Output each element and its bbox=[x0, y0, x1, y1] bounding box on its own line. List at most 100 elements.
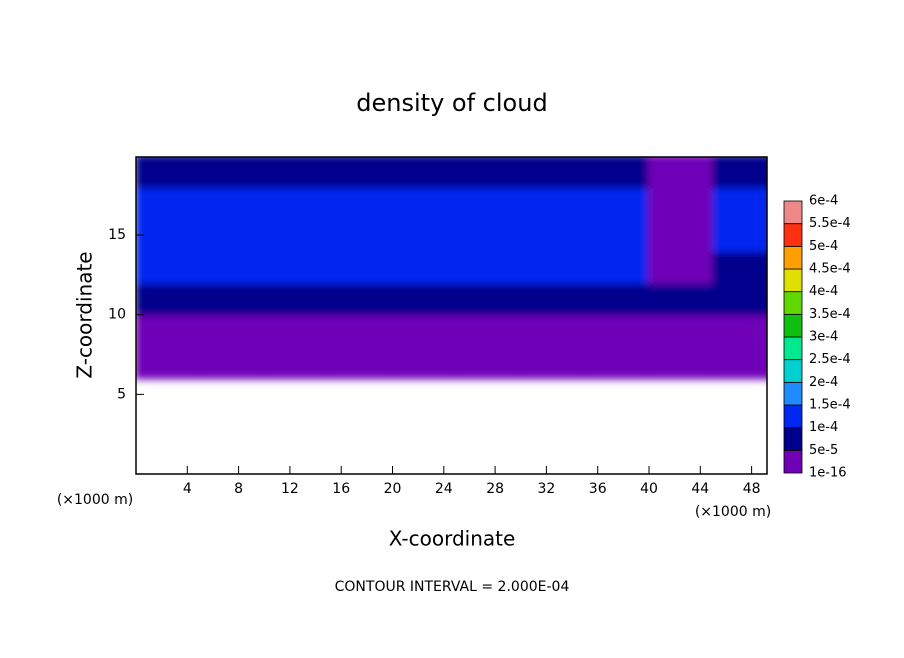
x-unit: (×1000 m) bbox=[695, 504, 771, 520]
x-tick-label: 16 bbox=[332, 481, 350, 497]
chart-title: density of cloud bbox=[356, 89, 547, 117]
field-cell bbox=[327, 186, 394, 221]
field-cell bbox=[583, 249, 651, 284]
field-cell bbox=[327, 281, 394, 316]
y-axis-label: Z-coordinate bbox=[73, 251, 97, 378]
field-cell bbox=[712, 313, 767, 348]
field-cell bbox=[199, 313, 266, 348]
field-cell bbox=[712, 249, 767, 284]
field-cell bbox=[712, 186, 767, 221]
x-tick-label: 8 bbox=[234, 481, 243, 497]
field-cell bbox=[583, 218, 651, 252]
colorbar-label: 1e-4 bbox=[809, 420, 838, 435]
y-tick-label: 5 bbox=[117, 386, 126, 402]
field-cell bbox=[455, 218, 522, 252]
colorbar-box bbox=[783, 245, 803, 270]
x-tick-label: 44 bbox=[691, 481, 709, 497]
field-cell bbox=[519, 313, 586, 348]
field-cell bbox=[136, 249, 202, 284]
colorbar-label: 5e-5 bbox=[809, 443, 838, 458]
x-tick-label: 20 bbox=[384, 481, 402, 497]
y-tick-label: 10 bbox=[108, 307, 126, 323]
x-axis-label: X-coordinate bbox=[389, 527, 516, 551]
colorbar-label: 1e-16 bbox=[809, 466, 847, 481]
colorbar-label: 4.5e-4 bbox=[809, 262, 851, 277]
colorbar-label: 2e-4 bbox=[809, 375, 838, 390]
field-cell bbox=[391, 249, 458, 284]
x-tick-label: 32 bbox=[537, 481, 555, 497]
colorbar-box bbox=[783, 404, 803, 429]
field-cell bbox=[648, 249, 715, 284]
field-cell bbox=[391, 345, 458, 380]
field-cell bbox=[519, 186, 586, 221]
field-cell bbox=[327, 345, 394, 380]
field-cell bbox=[327, 218, 394, 252]
x-tick-label: 36 bbox=[589, 481, 607, 497]
field-cell bbox=[391, 313, 458, 348]
field-cell bbox=[263, 249, 330, 284]
field-cell bbox=[712, 345, 767, 380]
field-cell bbox=[136, 281, 202, 316]
field-cell bbox=[455, 186, 522, 221]
field-cell bbox=[136, 345, 202, 380]
field-cell bbox=[327, 249, 394, 284]
field-cell bbox=[648, 345, 715, 380]
contour-note: CONTOUR INTERVAL = 2.000E-04 bbox=[335, 579, 570, 595]
field-cell bbox=[391, 218, 458, 252]
colorbar-box bbox=[783, 200, 803, 225]
colorbar-box bbox=[783, 268, 803, 293]
field-cell bbox=[263, 157, 330, 189]
field-cell bbox=[391, 157, 458, 189]
field-cell bbox=[391, 186, 458, 221]
field-cell bbox=[136, 313, 202, 348]
field-cell bbox=[712, 157, 767, 189]
y-unit: (×1000 m) bbox=[57, 492, 133, 508]
field-cell bbox=[199, 249, 266, 284]
field-cell bbox=[583, 345, 651, 380]
field-cell bbox=[263, 281, 330, 316]
colorbar-label: 1.5e-4 bbox=[809, 398, 851, 413]
field-cell bbox=[455, 249, 522, 284]
field-cell bbox=[648, 281, 715, 316]
field-cell bbox=[199, 186, 266, 221]
field-cell bbox=[263, 345, 330, 380]
x-tick-label: 4 bbox=[183, 481, 192, 497]
field-cell bbox=[519, 345, 586, 380]
plot-frame bbox=[135, 156, 768, 475]
field-cell bbox=[136, 186, 202, 221]
field-cell bbox=[391, 281, 458, 316]
field-cell bbox=[327, 313, 394, 348]
field-cell bbox=[455, 157, 522, 189]
field-cell bbox=[519, 281, 586, 316]
colorbar-box bbox=[783, 336, 803, 361]
field-cell bbox=[712, 218, 767, 252]
field-cell bbox=[648, 218, 715, 252]
x-tick-label: 12 bbox=[281, 481, 299, 497]
field-cell bbox=[519, 249, 586, 284]
field-cell bbox=[648, 157, 715, 189]
colorbar-box bbox=[783, 427, 803, 451]
colorbar-box bbox=[783, 381, 803, 406]
y-tick-label: 15 bbox=[108, 227, 126, 243]
field-cell bbox=[136, 157, 202, 189]
field-cell bbox=[263, 218, 330, 252]
field-cell bbox=[519, 218, 586, 252]
field-cell bbox=[263, 186, 330, 221]
field-cell bbox=[199, 157, 266, 189]
field-cell bbox=[583, 186, 651, 221]
field-cell bbox=[199, 281, 266, 316]
field-cell bbox=[455, 313, 522, 348]
colorbar-label: 4e-4 bbox=[809, 284, 838, 299]
colorbar-box bbox=[783, 359, 803, 383]
field-cell bbox=[136, 218, 202, 252]
colorbar-box bbox=[783, 313, 803, 338]
x-tick-label: 48 bbox=[743, 481, 761, 497]
colorbar-label: 3.5e-4 bbox=[809, 307, 851, 322]
field-cell bbox=[263, 313, 330, 348]
x-tick-label: 24 bbox=[435, 481, 453, 497]
field-cell bbox=[583, 281, 651, 316]
x-tick-label: 40 bbox=[640, 481, 658, 497]
field-cell bbox=[519, 157, 586, 189]
field-cell bbox=[583, 313, 651, 348]
